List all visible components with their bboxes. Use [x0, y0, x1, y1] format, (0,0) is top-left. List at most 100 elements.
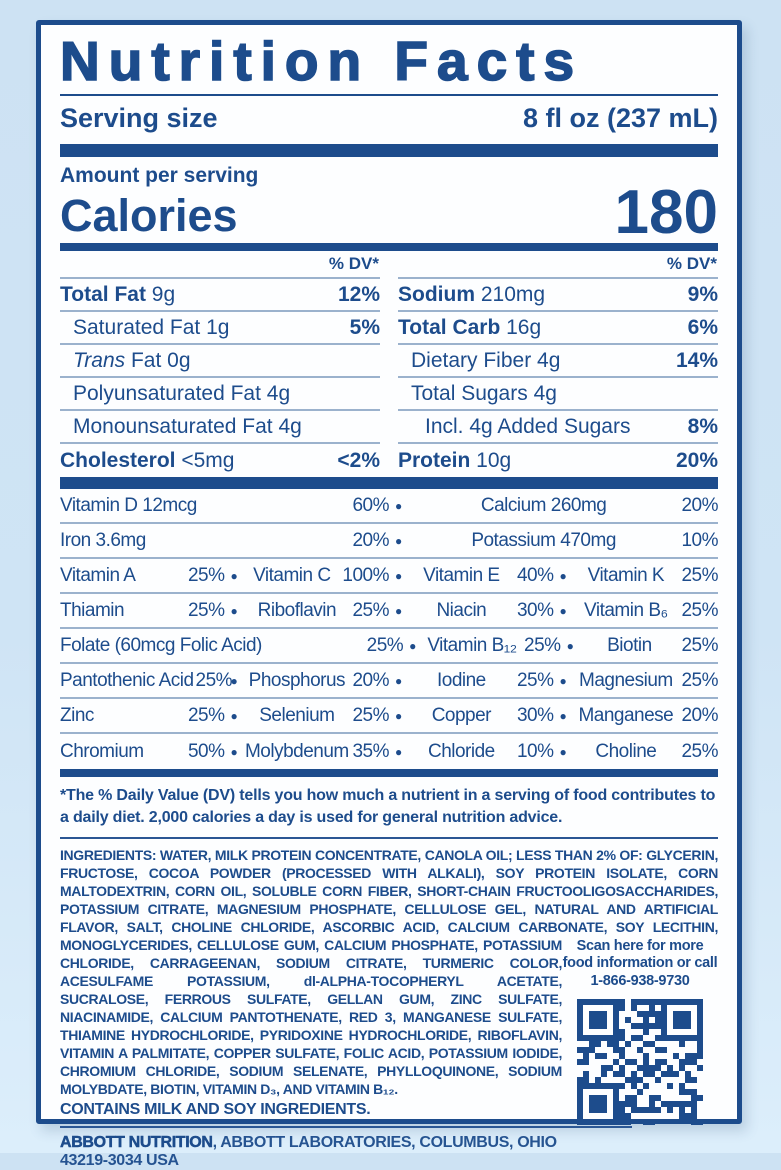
nutrient-name: Sodium 210mg: [398, 283, 545, 307]
nutrient-name: Incl. 4g Added Sugars: [425, 415, 630, 439]
nutrient-name: Cholesterol <5mg: [60, 449, 234, 473]
micro-dv: 25%: [187, 704, 225, 726]
micro-dv: 25%: [187, 599, 225, 621]
ingredients-part2: GLYCERIN, FRUCTOSE, COCOA POWDER (PROCES…: [60, 846, 718, 1097]
micro-cell: Iron 3.6mg 20%: [60, 530, 389, 552]
nutrient-name: Monounsaturated Fat 4g: [73, 415, 302, 439]
section-divider: [60, 836, 718, 839]
micro-cell: Vitamin E 40%: [389, 565, 554, 587]
less-than-2pct-label: LESS THAN 2% OF:: [516, 846, 643, 863]
micro-cell: Zinc 25%: [60, 705, 225, 727]
ingredients-section: Scan here for more food information or c…: [60, 839, 719, 1170]
nutrient-dv: <2%: [337, 448, 380, 472]
nutrient-dv: 6%: [687, 315, 718, 339]
micro-dv: 25%: [681, 740, 718, 762]
serving-size-label: Serving size: [60, 102, 218, 133]
micro-cell: Potassium 470mg 10%: [389, 530, 718, 552]
nutrient-name: Polyunsaturated Fat 4g: [73, 382, 290, 406]
nutrient-name-text: Cholesterol: [60, 448, 176, 472]
micro-dv: 30%: [516, 704, 554, 726]
ingredients-paragraph: INGREDIENTS: WATER, MILK PROTEIN CONCENT…: [60, 846, 718, 1098]
nutrient-amount: <5mg: [175, 448, 235, 472]
micro-name: Chloride: [427, 740, 495, 762]
nutrient-name-text: Protein: [398, 448, 471, 472]
micro-dv: 25%: [681, 634, 718, 656]
nutrient-name-text: Incl. 4g Added Sugars: [425, 414, 631, 438]
micro-dv: 20%: [352, 529, 389, 551]
thick-divider: [60, 143, 718, 157]
nutrient-dv: 5%: [349, 315, 380, 339]
micro-name: Vitamin B₁₂: [427, 634, 517, 656]
micro-cell: Magnesium 25%: [554, 669, 718, 692]
micro-dv: 25%: [681, 669, 718, 691]
micro-row: Zinc 25% Selenium 25% Copper 30% Manganese 20%: [60, 699, 718, 735]
nutrient-amount: 1g: [200, 315, 230, 339]
nutrient-name-text: Total Sugars: [411, 381, 528, 405]
micro-dv: 50%: [187, 740, 225, 762]
thick-divider: [60, 477, 718, 490]
title-divider: [60, 93, 718, 96]
nutrient-name: Total Carb 16g: [398, 316, 541, 340]
nutrient-row: Trans Fat 0g: [60, 345, 380, 379]
nutrient-row: Total Carb 16g 6%: [398, 312, 718, 346]
micro-name: Vitamin D 12mcg: [60, 494, 197, 516]
micro-name: Vitamin A: [60, 564, 136, 586]
ingredients-label: INGREDIENTS:: [60, 846, 157, 863]
micro-dv: 10%: [516, 740, 554, 762]
micro-dv: 25%: [524, 634, 561, 656]
nutrient-name: Total Sugars 4g: [411, 382, 557, 406]
micro-name: Iron 3.6mg: [60, 529, 146, 551]
nutrient-amount: 210mg: [475, 282, 546, 306]
micro-name: Zinc: [60, 704, 94, 726]
nutrient-name-text: Polyunsaturated Fat: [73, 381, 261, 405]
amount-per-serving-label: Amount per serving: [60, 163, 259, 187]
micro-dv: 25%: [187, 564, 225, 586]
micro-dv: 25%: [195, 669, 233, 691]
nutrient-row: Saturated Fat 1g 5%: [60, 312, 380, 346]
micro-name: Molybdenum: [244, 740, 349, 762]
micro-dv: 60%: [352, 494, 389, 516]
micro-dv: 30%: [516, 599, 554, 621]
nutrient-dv: 20%: [675, 448, 718, 472]
micro-name: Chromium: [60, 740, 144, 762]
micro-cell: Folate (60mcg Folic Acid) 25%: [60, 635, 404, 657]
nutrient-amount: 16g: [500, 315, 542, 339]
calories-value: 180: [614, 177, 718, 247]
micro-cell: Thiamin 25%: [60, 600, 225, 622]
micro-cell: Vitamin B₆ 25%: [554, 600, 718, 622]
thick-divider: [60, 243, 718, 252]
micro-cell: Chloride 10%: [389, 741, 554, 763]
micro-name: Niacin: [436, 599, 487, 621]
micro-cell: Chromium 50%: [60, 741, 225, 763]
micro-cell: Selenium 25%: [225, 705, 389, 727]
nutrient-name-text: Saturated Fat: [73, 315, 201, 339]
nutrient-amount: 4g: [527, 381, 557, 405]
nutrient-name-text: Total Fat: [60, 282, 146, 306]
macro-left-column: % DV* Total Fat 9g 12% Saturated Fat 1g 5% T…: [60, 251, 380, 477]
serving-size-row: Serving size 8 fl oz (237 mL): [60, 96, 718, 144]
thick-divider: [60, 769, 718, 778]
micro-name: Potassium 470mg: [471, 529, 616, 551]
nutrient-amount: 4g: [260, 381, 291, 405]
nutrient-name-text: Fat: [125, 348, 162, 372]
scan-phone: 1-866-938-9730: [590, 973, 690, 990]
micro-cell: Choline 25%: [554, 740, 718, 763]
macro-right-rows: Sodium 210mg 9% Total Carb 16g 6% Dietary Fi…: [398, 279, 718, 477]
nutrient-name-text: Monounsaturated Fat: [73, 414, 273, 438]
micro-dv: 40%: [516, 564, 554, 586]
nutrient-amount: 9g: [145, 282, 176, 306]
micro-name: Vitamin E: [423, 564, 500, 586]
micro-name: Magnesium: [579, 669, 673, 691]
footer-divider: [60, 1125, 632, 1128]
nutrient-row: Protein 10g 20%: [398, 444, 718, 477]
micro-name: Thiamin: [60, 599, 125, 621]
nutrient-name: Protein 10g: [398, 449, 511, 473]
micro-cell: Vitamin D 12mcg 60%: [60, 495, 389, 517]
micro-cell: Calcium 260mg 20%: [389, 495, 719, 517]
micro-name: Vitamin K: [587, 564, 665, 586]
calories-row: Calories 180: [60, 177, 718, 247]
nutrient-amount: 4g: [272, 414, 302, 438]
